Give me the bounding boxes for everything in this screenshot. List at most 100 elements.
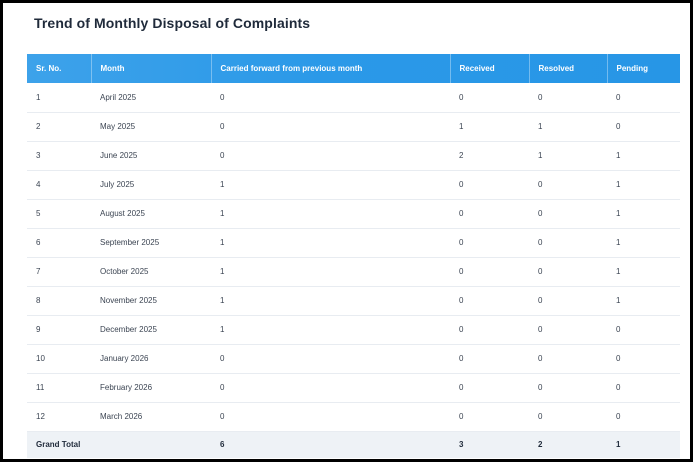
table-row: 1 April 2025 0 0 0 0 xyxy=(27,83,680,113)
cell-pending: 0 xyxy=(607,83,680,113)
cell-sr-no: 5 xyxy=(27,199,91,229)
cell-pending: 1 xyxy=(607,141,680,171)
grand-total-pending: 1 xyxy=(616,440,621,450)
cell-sr-no: 1 xyxy=(27,83,91,113)
cell-carried-forward: 1 xyxy=(211,315,450,345)
cell-month: July 2025 xyxy=(91,170,211,200)
complaints-table: Sr. No. Month Carried forward from previ… xyxy=(27,54,680,458)
cell-pending: 1 xyxy=(607,170,680,200)
cell-month: August 2025 xyxy=(91,199,211,229)
cell-sr-no: 6 xyxy=(27,228,91,258)
cell-received: 0 xyxy=(450,344,529,374)
cell-month: September 2025 xyxy=(91,228,211,258)
cell-received: 0 xyxy=(450,402,529,432)
cell-carried-forward: 0 xyxy=(211,402,450,432)
cell-month: October 2025 xyxy=(91,257,211,287)
cell-carried-forward: 0 xyxy=(211,141,450,171)
header-month: Month xyxy=(90,54,211,83)
page-title: Trend of Monthly Disposal of Complaints xyxy=(34,15,311,31)
table-row: 12 March 2026 0 0 0 0 xyxy=(27,402,680,432)
cell-received: 0 xyxy=(450,83,529,113)
cell-carried-forward: 1 xyxy=(211,257,450,287)
cell-sr-no: 8 xyxy=(27,286,91,316)
grand-total-month-cell xyxy=(91,431,211,458)
table-row: 6 September 2025 1 0 0 1 xyxy=(27,228,680,258)
grand-total-carried-forward: 6 xyxy=(220,440,225,450)
cell-received: 0 xyxy=(450,286,529,316)
cell-pending: 0 xyxy=(607,112,680,142)
table-row: 11 February 2026 0 0 0 0 xyxy=(27,373,680,403)
table-row: 10 January 2026 0 0 0 0 xyxy=(27,344,680,374)
cell-carried-forward: 1 xyxy=(211,199,450,229)
cell-received: 0 xyxy=(450,373,529,403)
table-row: 7 October 2025 1 0 0 1 xyxy=(27,257,680,287)
cell-month: January 2026 xyxy=(91,344,211,374)
cell-sr-no: 12 xyxy=(27,402,91,432)
cell-resolved: 0 xyxy=(529,402,607,432)
cell-sr-no: 9 xyxy=(27,315,91,345)
cell-resolved: 0 xyxy=(529,199,607,229)
cell-pending: 1 xyxy=(607,286,680,316)
grand-total-received: 3 xyxy=(459,440,464,450)
cell-carried-forward: 0 xyxy=(211,83,450,113)
table-row: 8 November 2025 1 0 0 1 xyxy=(27,286,680,316)
cell-carried-forward: 0 xyxy=(211,112,450,142)
cell-received: 2 xyxy=(450,141,529,171)
cell-received: 0 xyxy=(450,199,529,229)
cell-month: March 2026 xyxy=(91,402,211,432)
grand-total-row: Grand Total 6 3 2 1 xyxy=(27,431,680,458)
cell-month: June 2025 xyxy=(91,141,211,171)
cell-carried-forward: 0 xyxy=(211,373,450,403)
table-row: 3 June 2025 0 2 1 1 xyxy=(27,141,680,171)
cell-resolved: 0 xyxy=(529,344,607,374)
cell-pending: 0 xyxy=(607,402,680,432)
cell-received: 0 xyxy=(450,228,529,258)
cell-pending: 0 xyxy=(607,344,680,374)
cell-sr-no: 11 xyxy=(27,373,91,403)
cell-resolved: 1 xyxy=(529,112,607,142)
header-carried-forward: Carried forward from previous month xyxy=(210,54,450,83)
header-sr-no: Sr. No. xyxy=(36,64,62,73)
cell-sr-no: 4 xyxy=(27,170,91,200)
cell-pending: 1 xyxy=(607,199,680,229)
table-row: 5 August 2025 1 0 0 1 xyxy=(27,199,680,229)
cell-pending: 0 xyxy=(607,315,680,345)
cell-received: 1 xyxy=(450,112,529,142)
cell-resolved: 0 xyxy=(529,170,607,200)
cell-sr-no: 7 xyxy=(27,257,91,287)
header-pending: Pending xyxy=(606,54,680,83)
cell-month: February 2026 xyxy=(91,373,211,403)
cell-received: 0 xyxy=(450,170,529,200)
cell-month: November 2025 xyxy=(91,286,211,316)
table-row: 9 December 2025 1 0 0 0 xyxy=(27,315,680,345)
cell-month: December 2025 xyxy=(91,315,211,345)
cell-resolved: 0 xyxy=(529,315,607,345)
cell-sr-no: 2 xyxy=(27,112,91,142)
table-header-row: Sr. No. Month Carried forward from previ… xyxy=(27,54,680,83)
table-row: 4 July 2025 1 0 0 1 xyxy=(27,170,680,200)
cell-pending: 1 xyxy=(607,257,680,287)
header-received: Received xyxy=(449,54,529,83)
cell-sr-no: 10 xyxy=(27,344,91,374)
grand-total-resolved: 2 xyxy=(538,440,543,450)
cell-month: May 2025 xyxy=(91,112,211,142)
cell-resolved: 0 xyxy=(529,286,607,316)
cell-month: April 2025 xyxy=(91,83,211,113)
cell-carried-forward: 1 xyxy=(211,286,450,316)
cell-resolved: 0 xyxy=(529,373,607,403)
cell-carried-forward: 1 xyxy=(211,170,450,200)
cell-received: 0 xyxy=(450,315,529,345)
cell-resolved: 0 xyxy=(529,257,607,287)
cell-pending: 1 xyxy=(607,228,680,258)
cell-resolved: 0 xyxy=(529,83,607,113)
grand-total-label: Grand Total xyxy=(36,440,81,450)
cell-carried-forward: 1 xyxy=(211,228,450,258)
cell-resolved: 0 xyxy=(529,228,607,258)
cell-sr-no: 3 xyxy=(27,141,91,171)
table-row: 2 May 2025 0 1 1 0 xyxy=(27,112,680,142)
cell-resolved: 1 xyxy=(529,141,607,171)
cell-pending: 0 xyxy=(607,373,680,403)
cell-carried-forward: 0 xyxy=(211,344,450,374)
cell-received: 0 xyxy=(450,257,529,287)
